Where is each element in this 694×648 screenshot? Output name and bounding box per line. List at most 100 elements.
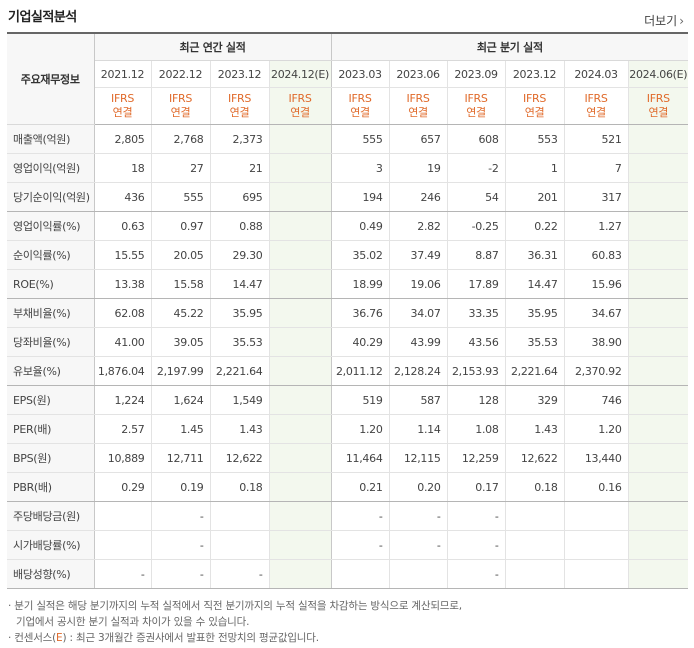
table-cell xyxy=(388,559,448,589)
table-cell xyxy=(627,211,689,241)
table-cell xyxy=(627,501,689,531)
row-label: BPS(원) xyxy=(7,443,95,473)
table-row: BPS(원) 10,889 12,711 12,622 11,464 12,115 12,2… xyxy=(7,443,689,473)
table-row: 영업이익률(%) 0.63 0.97 0.88 0.49 2.82 -0.25 0.22 1.2… xyxy=(7,211,689,241)
table-cell xyxy=(504,501,565,531)
table-cell: - xyxy=(330,530,390,560)
table-row: 주당배당금(원) - - - - xyxy=(7,501,689,531)
table-cell: 1,624 xyxy=(150,385,210,415)
table-cell: 194 xyxy=(330,182,390,212)
table-cell: 436 xyxy=(94,182,151,212)
row-label: PER(배) xyxy=(7,414,95,444)
ifrs-label: IFRS 연결 xyxy=(627,87,689,125)
row-label: 시가배당률(%) xyxy=(7,530,95,560)
estimate-mark: E xyxy=(56,632,63,644)
table-cell xyxy=(268,182,332,212)
row-label: ROE(%) xyxy=(7,269,95,299)
table-cell: 12,622 xyxy=(504,443,565,473)
table-cell xyxy=(268,124,332,154)
table-cell: 36.76 xyxy=(330,298,390,328)
table-cell xyxy=(563,501,629,531)
table-cell: 12,259 xyxy=(446,443,506,473)
table-cell: 0.19 xyxy=(150,472,210,502)
table-cell xyxy=(504,530,565,560)
group-quarter-header: 최근 분기 실적 xyxy=(331,33,689,61)
table-cell: 587 xyxy=(388,385,448,415)
table-cell: 128 xyxy=(446,385,506,415)
footnote-1-text: 분기 실적은 해당 분기까지의 누적 실적에서 직전 분기까지의 누적 실적을 … xyxy=(14,600,462,612)
ifrs-line: IFRS xyxy=(111,92,134,105)
table-cell: 657 xyxy=(388,124,448,154)
ifrs-label: IFRS 연결 xyxy=(446,87,506,125)
table-cell: 2,011.12 xyxy=(330,356,390,386)
table-cell xyxy=(627,414,689,444)
period-header: 2024.03 xyxy=(563,60,629,88)
table-cell: 2,768 xyxy=(150,124,210,154)
table-cell: 62.08 xyxy=(94,298,151,328)
table-cell: 13.38 xyxy=(94,269,151,299)
table-cell: 0.49 xyxy=(330,211,390,241)
table-cell: 17.89 xyxy=(446,269,506,299)
consolidated-line: 연결 xyxy=(408,106,428,119)
table-cell: 8.87 xyxy=(446,240,506,270)
table-cell xyxy=(563,559,629,589)
footnotes: · 분기 실적은 해당 분기까지의 누적 실적에서 직전 분기까지의 누적 실적… xyxy=(8,598,462,646)
table-cell: 0.22 xyxy=(504,211,565,241)
table-cell: 1,224 xyxy=(94,385,151,415)
table-cell: 35.53 xyxy=(209,327,269,357)
period-header: 2023.03 xyxy=(330,60,390,88)
table-cell xyxy=(627,124,689,154)
table-cell: 608 xyxy=(446,124,506,154)
table-cell: 555 xyxy=(150,182,210,212)
period-header: 2023.06 xyxy=(388,60,448,88)
table-cell xyxy=(563,530,629,560)
table-cell: 2.82 xyxy=(388,211,448,241)
table-cell: 36.31 xyxy=(504,240,565,270)
table-cell xyxy=(209,501,269,531)
table-cell: -0.25 xyxy=(446,211,506,241)
table-cell xyxy=(268,240,332,270)
table-cell: 553 xyxy=(504,124,565,154)
table-cell: 0.18 xyxy=(209,472,269,502)
consolidated-line: 연결 xyxy=(350,106,370,119)
table-cell xyxy=(268,501,332,531)
table-cell: 34.07 xyxy=(388,298,448,328)
table-cell xyxy=(627,298,689,328)
group-annual-header: 최근 연간 실적 xyxy=(94,33,332,61)
table-cell: 1,876.04 xyxy=(94,356,151,386)
table-cell: 12,115 xyxy=(388,443,448,473)
table-cell: 246 xyxy=(388,182,448,212)
table-cell: 1.08 xyxy=(446,414,506,444)
more-link[interactable]: 더보기 › xyxy=(644,12,684,29)
table-row: 시가배당률(%) - - - - xyxy=(7,530,689,560)
table-row: 부채비율(%) 62.08 45.22 35.95 36.76 34.07 33.35 35.… xyxy=(7,298,689,328)
chevron-right-icon: › xyxy=(679,14,684,28)
table-cell: 3 xyxy=(330,153,390,183)
table-cell: 29.30 xyxy=(209,240,269,270)
table-cell: - xyxy=(446,501,506,531)
table-cell: 2,370.92 xyxy=(563,356,629,386)
table-cell: 0.97 xyxy=(150,211,210,241)
table-cell xyxy=(330,559,390,589)
table-cell xyxy=(268,385,332,415)
table-cell: 2,153.93 xyxy=(446,356,506,386)
table-cell: 0.20 xyxy=(388,472,448,502)
table-cell: 2,128.24 xyxy=(388,356,448,386)
table-cell: 521 xyxy=(563,124,629,154)
table-cell: 1 xyxy=(504,153,565,183)
table-cell: 13,440 xyxy=(563,443,629,473)
table-cell: - xyxy=(330,501,390,531)
table-cell: 2,373 xyxy=(209,124,269,154)
ifrs-line: IFRS xyxy=(348,92,372,105)
table-cell: 37.49 xyxy=(388,240,448,270)
consolidated-line: 연결 xyxy=(170,106,191,119)
table-cell xyxy=(627,530,689,560)
table-cell xyxy=(627,240,689,270)
table-row: 순이익률(%) 15.55 20.05 29.30 35.02 37.49 8.87 36.3… xyxy=(7,240,689,270)
row-label: PBR(배) xyxy=(7,472,95,502)
table-cell: 18 xyxy=(94,153,151,183)
table-cell xyxy=(504,559,565,589)
table-cell xyxy=(209,530,269,560)
table-cell: 12,711 xyxy=(150,443,210,473)
table-cell xyxy=(627,385,689,415)
